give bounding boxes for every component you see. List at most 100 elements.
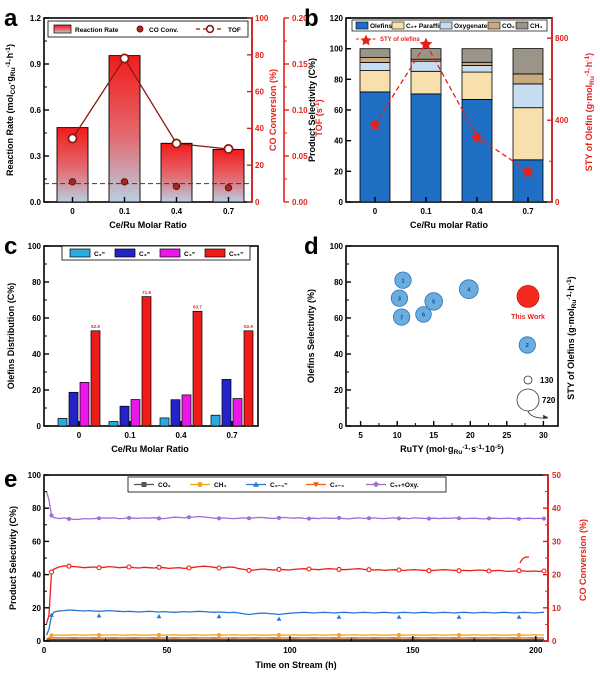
legend-label-ch4: CH₄ <box>214 482 227 489</box>
svg-text:0.15: 0.15 <box>292 60 308 69</box>
sty-line <box>374 42 529 172</box>
svg-text:0: 0 <box>373 207 378 216</box>
panel-d-size-legend: 130 720 <box>516 375 556 420</box>
svg-text:0: 0 <box>42 646 47 655</box>
panel-e-xlabel: Time on Stream (h) <box>255 660 336 670</box>
panel-a-ylabel: Reaction Rate (molCO·gRu-1·h-1) <box>5 44 17 176</box>
panel-a-legend: Reaction Rate CO Conv. TOF <box>47 20 249 38</box>
panel-e-right-ticks <box>543 474 548 642</box>
panel-c-bars: 52.9 71.9 63.7 <box>57 290 254 427</box>
svg-text:0: 0 <box>339 198 344 207</box>
legend-label-reaction-rate: Reaction Rate <box>75 27 119 34</box>
panel-c-xlabel: Ce/Ru Molar Ratio <box>111 444 189 454</box>
svg-text:0.20: 0.20 <box>292 14 308 23</box>
panel-e-left-ticks <box>44 474 49 642</box>
svg-text:0: 0 <box>37 422 42 431</box>
legend-label-c24: C₂₋₄ <box>330 482 344 489</box>
panel-e-ylabel: Product Selectivity (C%) <box>8 506 18 610</box>
panel-d-ytick-labels: 0 20 40 60 80 100 <box>330 242 344 431</box>
svg-text:0: 0 <box>70 207 75 216</box>
markers-co-conversion <box>48 563 547 575</box>
svg-text:100: 100 <box>255 14 269 23</box>
legend-label-c5: C₅₊⁼ <box>229 251 244 258</box>
svg-text:15: 15 <box>429 431 438 440</box>
legend-label-c2: C₂⁼ <box>94 251 106 258</box>
panel-a-y3label: TOF (s-1) <box>314 99 324 136</box>
svg-text:40: 40 <box>552 504 561 513</box>
panel-b-x-ticks <box>374 197 529 202</box>
legend-marker-c5-oxy <box>371 481 381 488</box>
group-ratio-0.1: 71.9 <box>108 290 151 427</box>
panel-a: a <box>0 0 300 232</box>
panel-b-right-labels: 0 400 800 <box>555 34 569 207</box>
data-label-c5-3: 52.9 <box>244 324 253 329</box>
svg-text:20: 20 <box>552 571 561 580</box>
panel-b-ylabel: Product Selectivity (C%) <box>307 58 317 162</box>
legend-swatch-reaction-rate <box>53 24 72 34</box>
panel-e-right-labels: 0 10 20 30 40 50 <box>552 471 561 646</box>
bar-ratio-0.7 <box>212 148 245 203</box>
svg-text:20: 20 <box>466 431 475 440</box>
panel-b-letter: b <box>304 5 319 32</box>
panel-b-stacked-bars <box>359 48 544 203</box>
bar-c4-0 <box>79 382 90 427</box>
svg-text:60: 60 <box>32 314 41 323</box>
bar-c3-1 <box>119 405 130 427</box>
bar-c3-0 <box>68 391 79 427</box>
bubble-1: 1 <box>394 271 412 289</box>
panel-e: e <box>0 455 600 673</box>
svg-text:10: 10 <box>552 604 561 613</box>
svg-text:20: 20 <box>32 604 41 613</box>
bar-c4-3 <box>232 398 243 427</box>
bubble-3: 3 <box>390 289 409 307</box>
panel-e-letter: e <box>4 466 17 493</box>
svg-text:6: 6 <box>422 313 425 319</box>
panel-a-ytick-labels: 0.0 0.3 0.6 0.9 1.2 <box>30 14 42 207</box>
bar-c2-2 <box>159 417 170 427</box>
svg-text:100: 100 <box>330 45 344 54</box>
svg-text:0.7: 0.7 <box>223 207 235 216</box>
svg-text:60: 60 <box>32 537 41 546</box>
svg-text:7: 7 <box>400 315 403 321</box>
legend-label-oxygenates: Oxygenates <box>454 23 491 30</box>
svg-text:80: 80 <box>32 504 41 513</box>
bar-c4-2 <box>181 394 192 427</box>
legend-swatch-ch4 <box>515 21 529 30</box>
svg-text:100: 100 <box>330 242 344 251</box>
panel-c: c 52.9 71.9 <box>0 228 300 460</box>
svg-text:0.4: 0.4 <box>471 207 483 216</box>
svg-text:30: 30 <box>539 431 548 440</box>
stack-ratio-0.7 <box>512 48 544 203</box>
panel-e-break-mark <box>519 556 530 564</box>
svg-text:0.10: 0.10 <box>292 106 308 115</box>
svg-text:150: 150 <box>406 646 420 655</box>
size-legend-large-circle <box>516 388 540 412</box>
svg-text:50: 50 <box>552 471 561 480</box>
legend-marker-co-conv <box>136 25 144 33</box>
panel-e-y2label: CO Conversion (%) <box>578 519 588 601</box>
panel-a-right1-labels: 0 20 40 60 80 100 <box>255 14 269 207</box>
bar-c4-1 <box>130 399 141 427</box>
svg-text:0.1: 0.1 <box>124 431 136 440</box>
panel-a-left-ticks <box>44 17 49 203</box>
legend-swatch-c5 <box>204 248 226 258</box>
svg-text:400: 400 <box>555 116 569 125</box>
svg-text:0: 0 <box>339 422 344 431</box>
size-legend-small-circle <box>523 375 533 385</box>
bar-c5-3 <box>243 330 254 427</box>
stack-ratio-0.1 <box>410 48 442 203</box>
svg-text:2: 2 <box>526 343 529 349</box>
panel-d-bubbles: 1 3 7 6 5 4 2 This Work <box>390 271 545 354</box>
bar-c2-1 <box>108 421 119 427</box>
bar-c3-2 <box>170 399 181 427</box>
svg-text:20: 20 <box>32 386 41 395</box>
legend-label-c5-oxy: C₅₊+Oxy. <box>390 482 419 489</box>
legend-swatch-paraffins <box>391 21 405 30</box>
svg-text:1.2: 1.2 <box>30 14 42 23</box>
markers-c24-olefin <box>49 612 522 621</box>
svg-text:0.6: 0.6 <box>30 106 42 115</box>
panel-e-legend: CO₂ CH₄ C₂₋₄⁼ C₂₋₄ C₅₊+Oxy. <box>127 476 447 493</box>
panel-a-letter: a <box>4 5 18 32</box>
markers-c5-oxy <box>49 513 546 521</box>
panel-c-x-ticks <box>78 421 233 426</box>
